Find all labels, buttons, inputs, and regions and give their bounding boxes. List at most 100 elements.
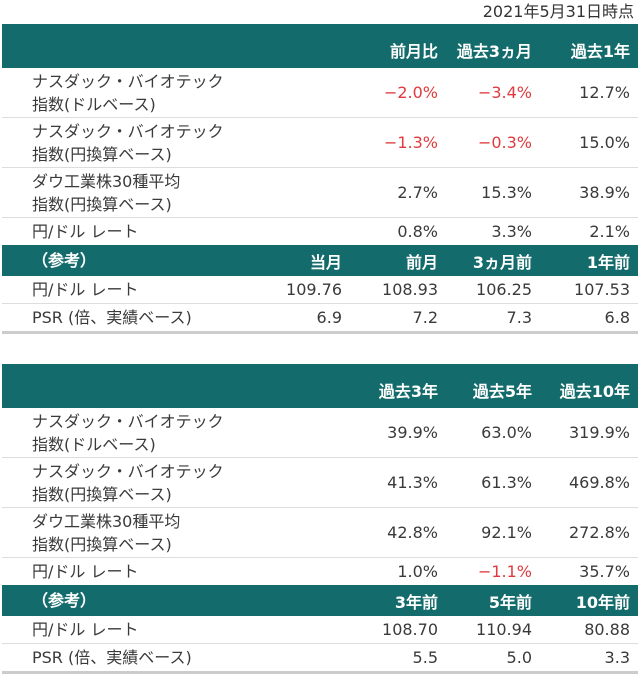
value-cell: 3.3%	[491, 222, 532, 241]
value-cell: 3.3	[540, 643, 638, 674]
value-cell: 0.8%	[397, 222, 438, 241]
value-cell: 42.8%	[350, 507, 446, 558]
column-header	[250, 24, 350, 68]
row-label-line: ダウ工業株30種平均	[32, 511, 181, 531]
value-cell: 15.3%	[446, 167, 540, 218]
row-label: PSR (倍、実績ベース)	[2, 643, 250, 674]
table-row: 円/ドル レート 0.8% 3.3% 2.1%	[2, 218, 638, 246]
column-header	[2, 24, 250, 68]
value-cell: 272.8%	[540, 507, 638, 558]
row-label: 円/ドル レート	[2, 276, 250, 304]
row-label-line: 指数(円換算ベース)	[32, 484, 172, 504]
column-header: 前月比	[350, 24, 446, 68]
value-cell	[250, 457, 350, 508]
row-label: ナスダック・バイオテック 指数(ドルベース)	[2, 408, 250, 458]
reference-column-header: 前月	[350, 245, 446, 276]
table-gap	[0, 334, 640, 364]
value-cell	[250, 68, 350, 118]
value-cell: 108.70	[350, 616, 446, 644]
column-header: 過去1年	[540, 24, 638, 68]
value-cell	[250, 507, 350, 558]
value-cell: 7.3	[446, 303, 540, 334]
reference-column-header: 3ヵ月前	[446, 245, 540, 276]
row-label: ダウ工業株30種平均 指数(円換算ベース)	[2, 167, 250, 218]
value-cell: 15.0%	[540, 117, 638, 168]
reference-column-header: 3年前	[350, 585, 446, 616]
tables-container: 前月比 過去3ヵ月 過去1年ナスダック・バイオテック 指数(ドルベース) −2.0% −3…	[0, 24, 640, 674]
value-cell: 110.94	[446, 616, 540, 644]
value-cell: 38.9%	[540, 167, 638, 218]
value-cell: 5.5	[350, 643, 446, 674]
value-cell	[250, 558, 350, 586]
table-row: ナスダック・バイオテック 指数(円換算ベース) −1.3% −0.3% 15.0%	[2, 117, 638, 168]
column-header: 過去10年	[540, 364, 638, 408]
reference-column-header: 10年前	[540, 585, 638, 616]
value-cell: 2.7%	[350, 167, 446, 218]
row-label-line: 円/ドル レート	[32, 562, 139, 581]
value-cell: 41.3%	[350, 457, 446, 508]
reference-column-header	[250, 585, 350, 616]
table-row: ナスダック・バイオテック 指数(ドルベース) 39.9% 63.0% 319.9%	[2, 408, 638, 458]
row-label-line: ナスダック・バイオテック	[32, 411, 224, 431]
row-label-line: ナスダック・バイオテック	[32, 461, 224, 481]
value-cell: 2.1%	[589, 222, 630, 241]
value-cell	[250, 408, 350, 458]
value-cell: 12.7%	[540, 68, 638, 118]
reference-column-header: 1年前	[540, 245, 638, 276]
reference-row: 円/ドル レート 109.76 108.93 106.25 107.53	[2, 276, 638, 304]
value-cell	[250, 643, 350, 674]
row-label-line: 指数(円換算ベース)	[32, 194, 172, 214]
value-cell: 469.8%	[540, 457, 638, 508]
row-label: ナスダック・バイオテック 指数(ドルベース)	[2, 68, 250, 118]
reference-column-header: （参考）	[2, 585, 250, 616]
value-cell	[250, 117, 350, 168]
performance-table-2: 過去3年 過去5年 過去10年 ナスダック・バイオテック 指数(ドルベース) 39.9% 6…	[2, 364, 638, 674]
as-of-date: 2021年5月31日時点	[482, 2, 634, 21]
column-header: 過去3年	[350, 364, 446, 408]
value-cell: 63.0%	[446, 408, 540, 458]
value-cell: 107.53	[540, 276, 638, 304]
performance-table-1: 前月比 過去3ヵ月 過去1年ナスダック・バイオテック 指数(ドルベース) −2.0% −3…	[2, 24, 638, 334]
header-row: 過去3年 過去5年 過去10年	[2, 364, 638, 408]
reference-column-header: 5年前	[446, 585, 540, 616]
value-cell: 80.88	[540, 616, 638, 644]
reference-row: PSR (倍、実績ベース) 5.5 5.0 3.3	[2, 643, 638, 674]
row-label-line: 円/ドル レート	[32, 222, 139, 241]
value-cell: −2.0%	[350, 68, 446, 118]
row-label-line: ナスダック・バイオテック	[32, 121, 224, 141]
table-row: ダウ工業株30種平均 指数(円換算ベース) 2.7% 15.3% 38.9%	[2, 167, 638, 218]
value-cell: −1.3%	[350, 117, 446, 168]
row-label: ナスダック・バイオテック 指数(円換算ベース)	[2, 457, 250, 508]
row-label-line: 指数(ドルベース)	[32, 94, 156, 114]
table-row: ナスダック・バイオテック 指数(円換算ベース) 41.3% 61.3% 469.8%	[2, 457, 638, 508]
value-cell: 106.25	[446, 276, 540, 304]
column-header: 過去3ヵ月	[446, 24, 540, 68]
reference-header-row: （参考） 当月 前月 3ヵ月前 1年前	[2, 245, 638, 276]
value-cell: −3.4%	[446, 68, 540, 118]
value-cell	[250, 218, 350, 246]
value-cell: 6.9	[250, 303, 350, 334]
value-cell	[250, 616, 350, 644]
column-header	[2, 364, 250, 408]
row-label: 円/ドル レート	[2, 218, 250, 246]
value-cell: 108.93	[350, 276, 446, 304]
row-label: 円/ドル レート	[2, 616, 250, 644]
table-row: ナスダック・バイオテック 指数(ドルベース) −2.0% −3.4% 12.7%	[2, 68, 638, 118]
row-label-line: 指数(円換算ベース)	[32, 534, 172, 554]
value-cell: 92.1%	[446, 507, 540, 558]
column-header: 過去5年	[446, 364, 540, 408]
value-cell: 61.3%	[446, 457, 540, 508]
reference-row: 円/ドル レート 108.70 110.94 80.88	[2, 616, 638, 644]
table-row: ダウ工業株30種平均 指数(円換算ベース) 42.8% 92.1% 272.8%	[2, 507, 638, 558]
row-label: PSR (倍、実績ベース)	[2, 303, 250, 334]
row-label-line: 指数(ドルベース)	[32, 434, 156, 454]
value-cell: 319.9%	[540, 408, 638, 458]
value-cell: 6.8	[540, 303, 638, 334]
value-cell: 7.2	[350, 303, 446, 334]
value-cell: 1.0%	[397, 562, 438, 581]
row-label-line: ナスダック・バイオテック	[32, 71, 224, 91]
value-cell: −1.1%	[477, 562, 532, 581]
reference-column-header: 当月	[250, 245, 350, 276]
value-cell: 5.0	[446, 643, 540, 674]
row-label: ナスダック・バイオテック 指数(円換算ベース)	[2, 117, 250, 168]
